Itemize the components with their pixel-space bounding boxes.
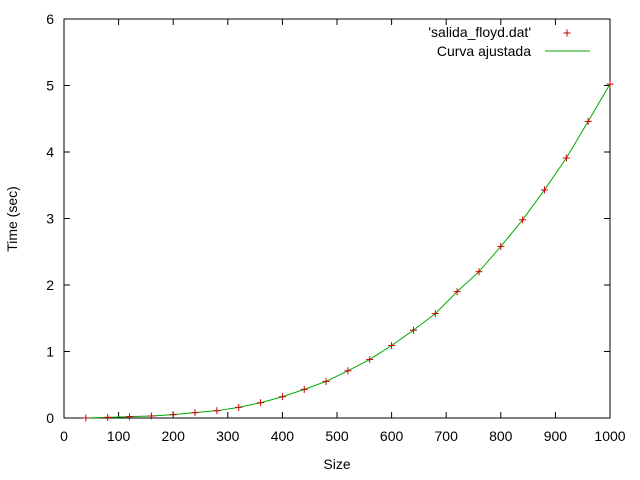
x-tick-label: 900 bbox=[544, 428, 568, 444]
data-point bbox=[235, 403, 243, 411]
x-tick-labels: 0 100 200 300 400 500 600 700 800 900 1000 bbox=[60, 428, 626, 444]
legend-label-series-1: 'salida_floyd.dat' bbox=[428, 24, 531, 40]
data-point bbox=[82, 414, 90, 422]
data-point bbox=[147, 412, 155, 420]
data-point bbox=[409, 326, 417, 334]
data-point bbox=[475, 268, 483, 276]
data-point bbox=[388, 342, 396, 350]
x-tick-label: 200 bbox=[162, 428, 186, 444]
data-point bbox=[562, 154, 570, 162]
data-point bbox=[104, 413, 112, 421]
x-tick-label: 300 bbox=[216, 428, 240, 444]
data-point bbox=[606, 80, 614, 88]
x-axis-label: Size bbox=[323, 456, 350, 472]
x-tick-label: 600 bbox=[380, 428, 404, 444]
data-point bbox=[169, 411, 177, 419]
y-tick-labels: 0 1 2 3 4 5 6 bbox=[46, 11, 54, 426]
plot-frame bbox=[63, 18, 611, 419]
data-point bbox=[497, 242, 505, 250]
y-tick-label: 1 bbox=[46, 344, 54, 360]
x-tick-label: 100 bbox=[107, 428, 131, 444]
legend: 'salida_floyd.dat' Curva ajustada bbox=[428, 24, 590, 59]
data-point bbox=[191, 409, 199, 417]
data-point bbox=[453, 288, 461, 296]
series-layer bbox=[82, 80, 614, 422]
x-tick-label: 700 bbox=[435, 428, 459, 444]
data-point bbox=[278, 393, 286, 401]
x-tick-label: 1000 bbox=[594, 428, 625, 444]
data-point bbox=[584, 117, 592, 125]
y-tick-label: 0 bbox=[46, 410, 54, 426]
x-tick-label: 400 bbox=[271, 428, 295, 444]
legend-marker-series-1 bbox=[563, 29, 571, 37]
y-axis-label: Time (sec) bbox=[4, 186, 20, 252]
data-point bbox=[540, 186, 548, 194]
y-tick-label: 5 bbox=[46, 78, 54, 94]
y-tick-label: 3 bbox=[46, 211, 54, 227]
data-point bbox=[213, 407, 221, 415]
legend-label-series-2: Curva ajustada bbox=[437, 43, 531, 59]
x-tick-label: 500 bbox=[325, 428, 349, 444]
data-point bbox=[344, 367, 352, 375]
data-point bbox=[257, 399, 265, 407]
y-tick-label: 4 bbox=[46, 144, 54, 160]
x-tick-label: 0 bbox=[60, 428, 68, 444]
y-tick-label: 2 bbox=[46, 277, 54, 293]
data-point bbox=[300, 385, 308, 393]
data-point bbox=[519, 216, 527, 224]
data-point bbox=[322, 377, 330, 385]
data-point bbox=[126, 413, 134, 421]
data-point bbox=[431, 310, 439, 318]
y-tick-label: 6 bbox=[46, 11, 54, 27]
data-point bbox=[366, 355, 374, 363]
tick-marks bbox=[63, 18, 611, 419]
x-tick-label: 800 bbox=[489, 428, 513, 444]
